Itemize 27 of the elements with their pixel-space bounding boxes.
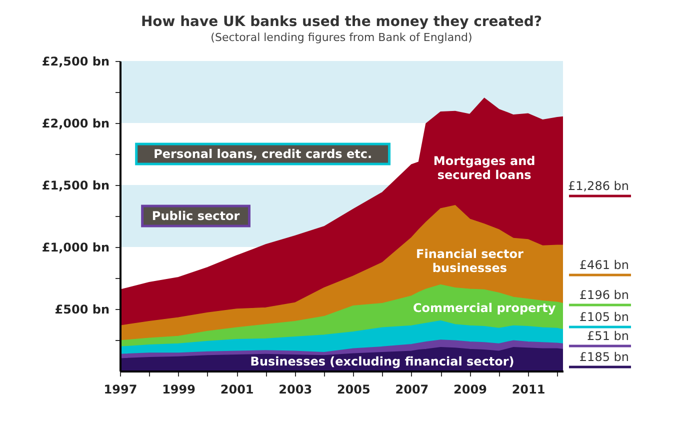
y-tick-label: £1,500 bn <box>42 178 110 192</box>
text: £105 bn <box>579 310 629 324</box>
text: £1,286 bn <box>568 179 629 193</box>
x-tick-label: 2005 <box>336 382 370 396</box>
x-tick-label: 1997 <box>104 382 138 396</box>
y-tick-label: £500 bn <box>54 302 110 316</box>
text: £461 bn <box>579 258 629 272</box>
x-tick-label: 2011 <box>512 382 546 396</box>
text: £185 bn <box>579 350 629 364</box>
y-tick-label: £2,000 bn <box>42 116 110 130</box>
y-tick-label: £1,000 bn <box>42 240 110 254</box>
text: £51 bn <box>587 329 629 343</box>
series-label: Financial sector businesses <box>416 247 524 276</box>
chart-title: How have UK banks used the money they created? <box>140 14 542 30</box>
x-tick-label: 2001 <box>220 382 254 396</box>
y-tick-label: £2,500 bn <box>42 54 110 68</box>
text: Personal loans, credit cards etc. <box>154 147 372 161</box>
x-tick-label: 2003 <box>278 382 312 396</box>
text: £196 bn <box>579 288 629 302</box>
text: Public sector <box>152 209 240 223</box>
chart-subtitle: (Sectoral lending figures from Bank of England) <box>210 31 472 44</box>
series-label: Businesses (excluding financial sector) <box>250 354 514 369</box>
x-tick-label: 2007 <box>395 382 429 396</box>
series-label: Mortgages and secured loans <box>433 154 536 182</box>
series-label: Commercial property <box>412 301 556 316</box>
x-tick-label: 2009 <box>454 382 487 396</box>
x-tick-label: 1999 <box>162 382 196 396</box>
